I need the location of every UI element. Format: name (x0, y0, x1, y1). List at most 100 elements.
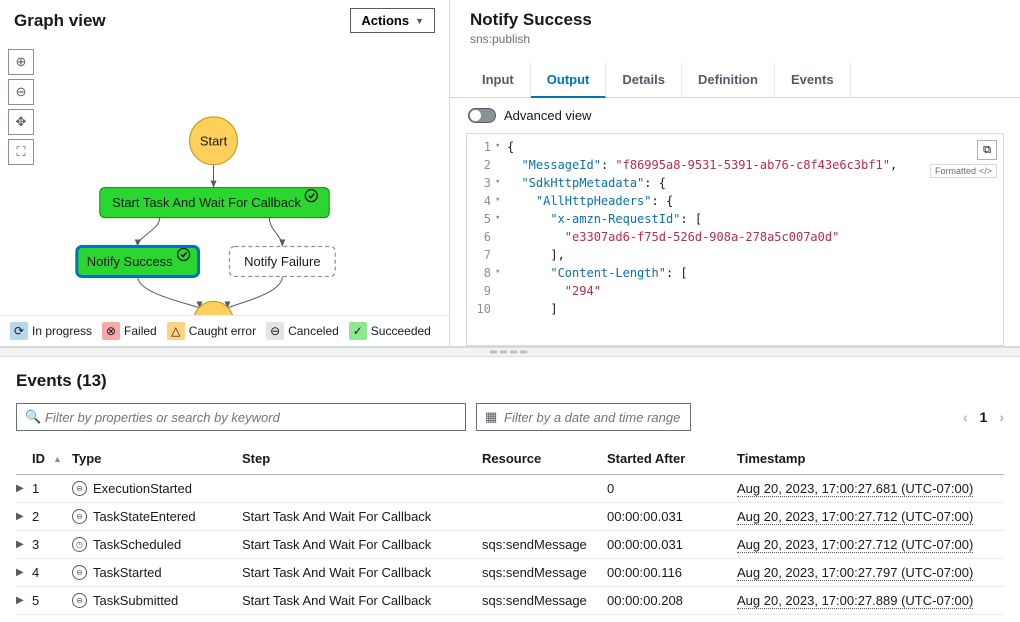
tab-events[interactable]: Events (775, 62, 851, 97)
tab-input[interactable]: Input (466, 62, 531, 97)
legend-item: ⟳ In progress (10, 322, 92, 340)
detail-subtitle: sns:publish (470, 32, 1000, 46)
center-icon[interactable]: ✥ (8, 109, 34, 135)
col-type[interactable]: Type (72, 451, 242, 466)
svg-text:Notify Success: Notify Success (87, 254, 173, 269)
legend-icon: ✓ (349, 322, 367, 340)
sort-icon: ▲ (53, 454, 62, 464)
cell-timestamp: Aug 20, 2023, 17:00:27.889 (UTC-07:00) (737, 593, 1004, 608)
cell-type: ⊖TaskSubmitted (72, 593, 242, 608)
graph-view-panel: Graph view Actions ▼ ⊕ ⊖ ✥ ⛶ (0, 0, 450, 346)
copy-icon[interactable]: ⧉ (977, 140, 997, 160)
cell-type: ⊖TaskStarted (72, 565, 242, 580)
graph-toolbar: ⊕ ⊖ ✥ ⛶ (8, 49, 34, 165)
cell-id: 4 (32, 565, 72, 580)
cell-step: Start Task And Wait For Callback (242, 565, 482, 580)
detail-tabs: InputOutputDetailsDefinitionEvents (450, 62, 1020, 98)
col-started[interactable]: Started After (607, 451, 737, 466)
page-prev-icon[interactable]: ‹ (963, 409, 968, 425)
cell-resource: sqs:sendMessage (482, 537, 607, 552)
type-icon: ⊖ (72, 565, 87, 580)
events-panel: Events (13) 🔍 ▦ ‹ 1 › ID▲ Type Step (0, 357, 1020, 622)
cell-id: 1 (32, 481, 72, 496)
table-row[interactable]: ▶ 3 ◷TaskScheduled Start Task And Wait F… (16, 531, 1004, 559)
expand-icon[interactable]: ▶ (16, 567, 32, 578)
tab-definition[interactable]: Definition (682, 62, 775, 97)
table-row[interactable]: ▶ 2 ⊖TaskStateEntered Start Task And Wai… (16, 503, 1004, 531)
expand-icon[interactable]: ▶ (16, 483, 32, 494)
cell-type: ⊖ExecutionStarted (72, 481, 242, 496)
expand-icon[interactable]: ▶ (16, 539, 32, 550)
graph-legend: ⟳In progress⊗Failed△Caught error⊖Cancele… (0, 315, 449, 346)
actions-button[interactable]: Actions ▼ (350, 8, 435, 33)
code-line: 8▾ "Content-Length": [ (467, 264, 1003, 282)
cell-id: 5 (32, 593, 72, 608)
detail-panel: Notify Success sns:publish InputOutputDe… (450, 0, 1020, 346)
cell-step: Start Task And Wait For Callback (242, 509, 482, 524)
cell-started: 00:00:00.031 (607, 509, 737, 524)
cell-resource: sqs:sendMessage (482, 593, 607, 608)
zoom-in-icon[interactable]: ⊕ (8, 49, 34, 75)
col-id[interactable]: ID (32, 451, 45, 466)
search-icon: 🔍 (25, 409, 39, 425)
expand-icon[interactable]: ▶ (16, 595, 32, 606)
code-line: 10 ] (467, 300, 1003, 318)
cell-timestamp: Aug 20, 2023, 17:00:27.712 (UTC-07:00) (737, 537, 1004, 552)
panel-splitter[interactable]: ════ (0, 347, 1020, 357)
type-icon: ⊖ (72, 509, 87, 524)
cell-type: ◷TaskScheduled (72, 537, 242, 552)
legend-label: In progress (32, 324, 92, 338)
cell-timestamp: Aug 20, 2023, 17:00:27.712 (UTC-07:00) (737, 509, 1004, 524)
svg-text:Start Task And Wait For Callba: Start Task And Wait For Callback (112, 195, 301, 210)
legend-item: △Caught error (167, 322, 256, 340)
code-line: 1▾{ (467, 138, 1003, 156)
legend-label: Caught error (189, 324, 256, 338)
col-resource[interactable]: Resource (482, 451, 607, 466)
table-row[interactable]: ▶ 1 ⊖ExecutionStarted 0 Aug 20, 2023, 17… (16, 475, 1004, 503)
legend-label: Succeeded (371, 324, 431, 338)
col-step[interactable]: Step (242, 451, 482, 466)
cell-id: 3 (32, 537, 72, 552)
events-date-filter-input[interactable] (504, 410, 682, 425)
legend-item: ⊖Canceled (266, 322, 339, 340)
table-row[interactable]: ▶ 4 ⊖TaskStarted Start Task And Wait For… (16, 559, 1004, 587)
state-machine-graph[interactable]: Start Start Task And Wait For Callback N… (0, 41, 449, 315)
legend-icon: ⊗ (102, 322, 120, 340)
cell-started: 00:00:00.031 (607, 537, 737, 552)
col-timestamp[interactable]: Timestamp (737, 451, 1004, 466)
cell-resource: sqs:sendMessage (482, 565, 607, 580)
tab-output[interactable]: Output (531, 62, 607, 98)
events-filter-input[interactable] (45, 410, 457, 425)
type-icon: ⊖ (72, 481, 87, 496)
legend-icon: ⟳ (10, 322, 28, 340)
cell-started: 00:00:00.208 (607, 593, 737, 608)
svg-text:Notify Failure: Notify Failure (244, 254, 320, 269)
cell-step: Start Task And Wait For Callback (242, 537, 482, 552)
events-date-filter-box[interactable]: ▦ (476, 403, 691, 431)
svg-text:End: End (202, 314, 225, 315)
code-line: 3▾ "SdkHttpMetadata": { (467, 174, 1003, 192)
events-filter-box[interactable]: 🔍 (16, 403, 466, 431)
page-next-icon[interactable]: › (999, 409, 1004, 425)
advanced-view-toggle[interactable] (468, 108, 496, 123)
events-table: ID ▲ Type Step Resource Started After Tim… (16, 443, 1004, 615)
code-line: 9 "294" (467, 282, 1003, 300)
formatted-label[interactable]: Formatted </> (930, 164, 997, 178)
cell-timestamp: Aug 20, 2023, 17:00:27.797 (UTC-07:00) (737, 565, 1004, 580)
calendar-icon: ▦ (485, 409, 498, 425)
code-line: 2 "MessageId": "f86995a8-9531-5391-ab76-… (467, 156, 1003, 174)
tab-details[interactable]: Details (606, 62, 682, 97)
detail-title: Notify Success (470, 10, 1000, 30)
cell-started: 00:00:00.116 (607, 565, 737, 580)
fullscreen-icon[interactable]: ⛶ (8, 139, 34, 165)
cell-step: Start Task And Wait For Callback (242, 593, 482, 608)
svg-text:Start: Start (200, 133, 228, 148)
code-icon: </> (979, 166, 992, 176)
legend-label: Canceled (288, 324, 339, 338)
expand-icon[interactable]: ▶ (16, 511, 32, 522)
legend-item: ✓ Succeeded (349, 322, 431, 340)
zoom-out-icon[interactable]: ⊖ (8, 79, 34, 105)
cell-id: 2 (32, 509, 72, 524)
type-icon: ⊖ (72, 593, 87, 608)
table-row[interactable]: ▶ 5 ⊖TaskSubmitted Start Task And Wait F… (16, 587, 1004, 615)
